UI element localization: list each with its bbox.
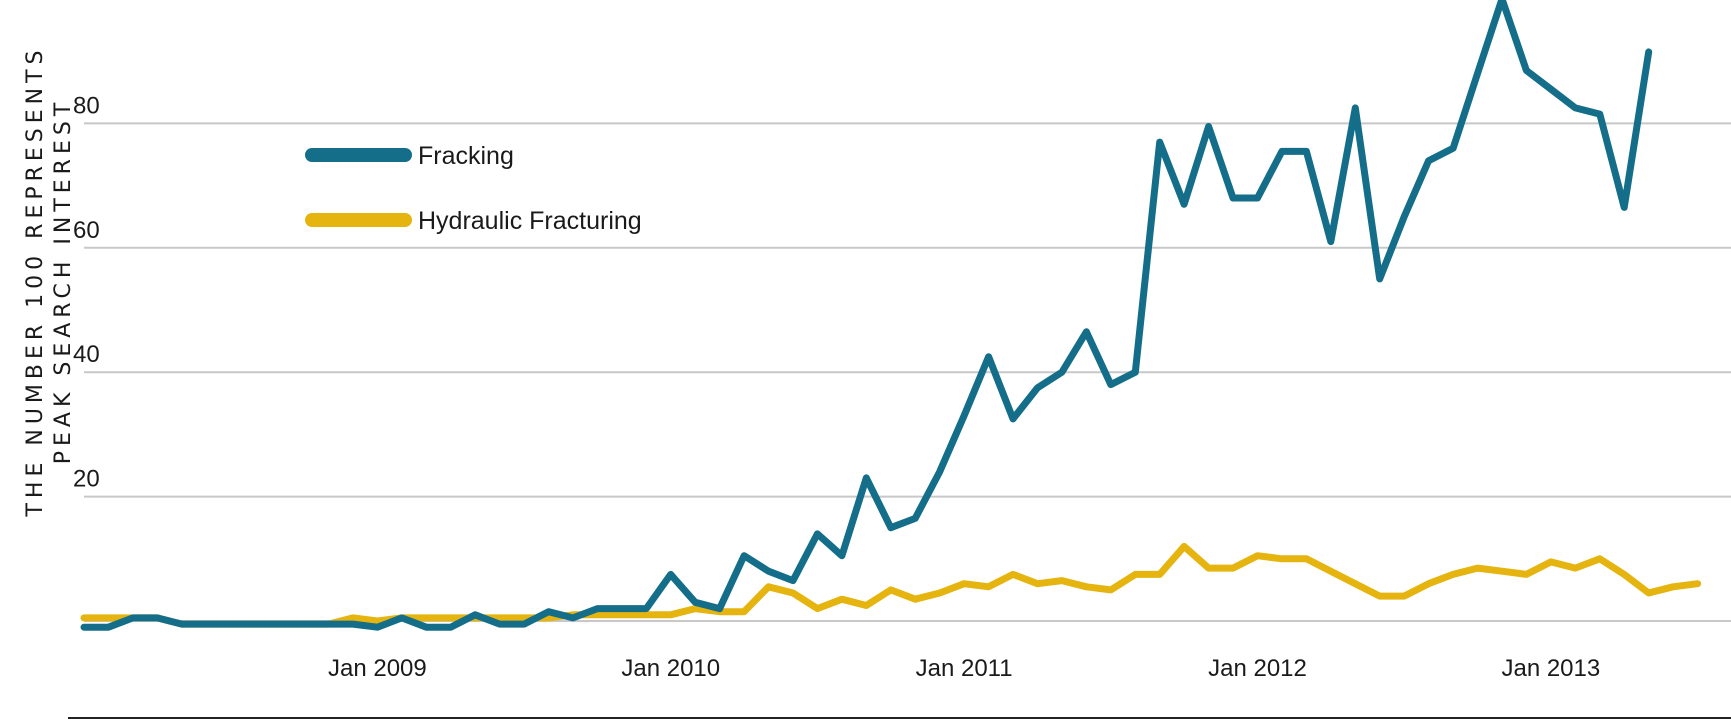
series-line-fracking — [80, 0, 1653, 631]
x-tick-label: Jan 2013 — [1501, 655, 1600, 682]
y-tick-label: 80 — [73, 92, 100, 119]
x-tick-label: Jan 2011 — [916, 655, 1013, 682]
grid-lines — [84, 122, 1731, 622]
y-tick-label: 20 — [73, 466, 100, 493]
legend-label-fracking: Fracking — [418, 142, 514, 170]
legend: Fracking Hydraulic Fracturing — [305, 142, 642, 235]
x-tick-label: Jan 2009 — [328, 655, 427, 682]
y-axis-label-line-1: THE NUMBER 100 REPRESENTS — [23, 45, 48, 517]
series-line-hydraulic-fracturing — [80, 542, 1702, 628]
x-tick-label: Jan 2010 — [621, 655, 720, 682]
x-tick-label: Jan 2012 — [1208, 655, 1307, 682]
y-axis-ticks: 20406080100 — [73, 92, 100, 493]
legend-label-hydraulic-fracturing: Hydraulic Fracturing — [418, 207, 642, 235]
y-axis-label: THE NUMBER 100 REPRESENTS PEAK SEARCH IN… — [23, 45, 76, 517]
y-tick-label: 40 — [73, 341, 100, 368]
y-tick-label: 60 — [73, 217, 100, 244]
x-axis-ticks: Jan 2009 Jan 2010 Jan 2011 Jan 2012 Jan 2013 — [328, 655, 1600, 682]
y-axis-label-line-2: PEAK SEARCH INTEREST — [51, 98, 76, 465]
series-lines — [80, 0, 1702, 631]
